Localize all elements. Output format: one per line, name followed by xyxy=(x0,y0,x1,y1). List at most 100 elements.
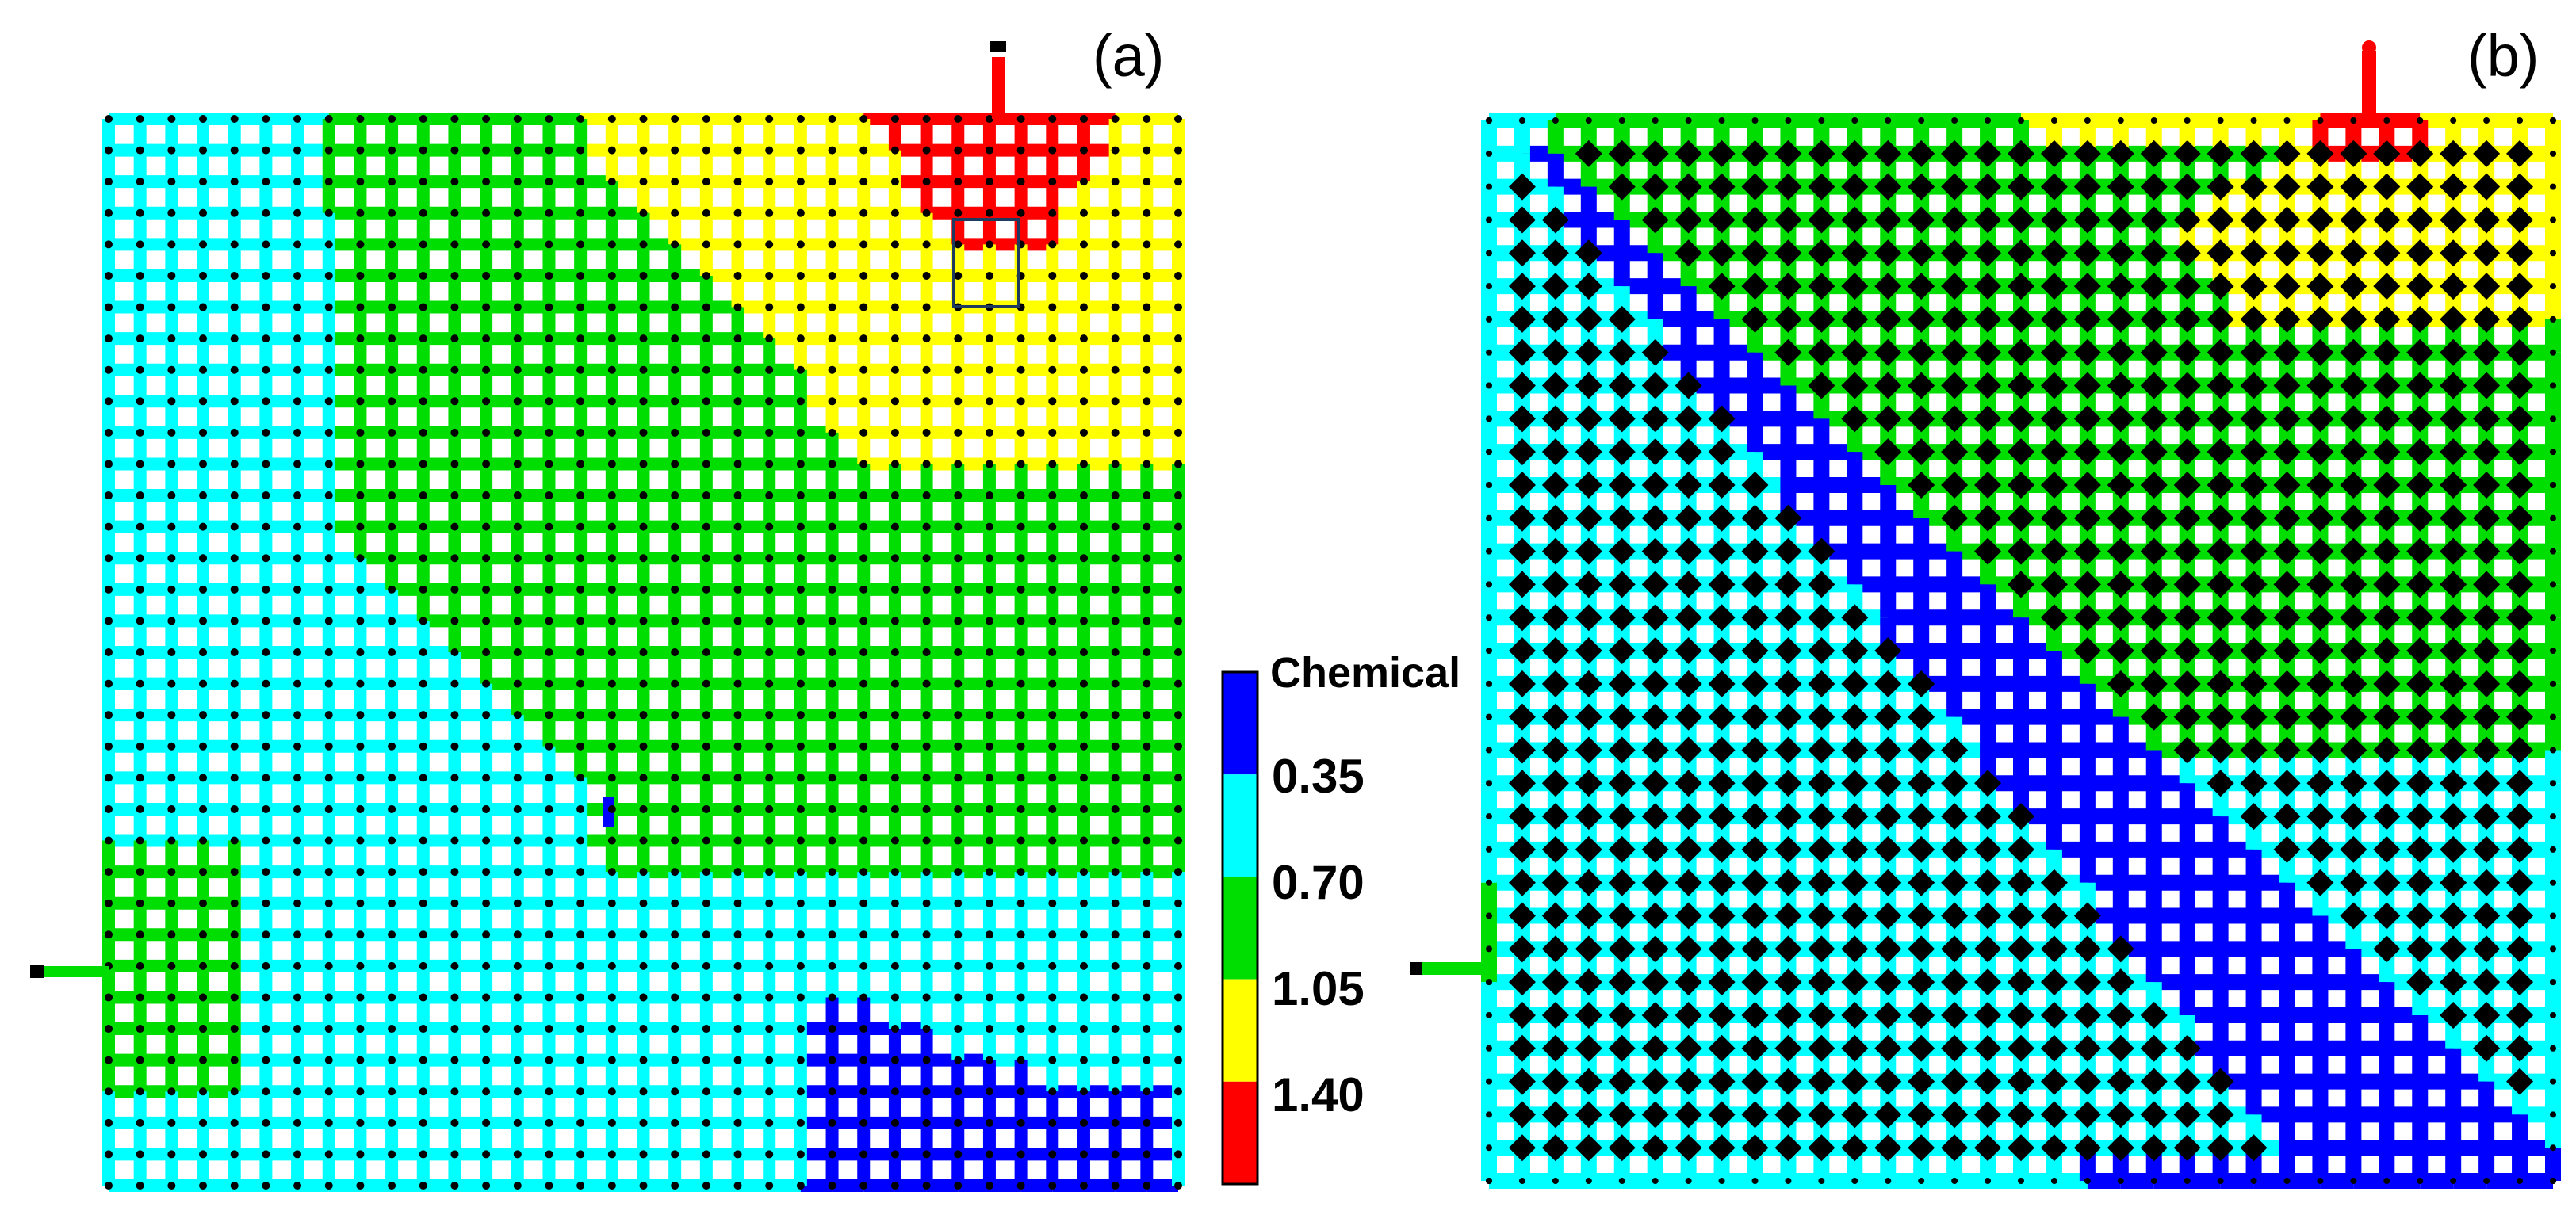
node xyxy=(1079,804,1088,813)
node xyxy=(419,930,427,939)
node xyxy=(890,774,899,782)
node xyxy=(1143,1150,1151,1159)
node xyxy=(671,899,679,907)
node xyxy=(1111,146,1120,155)
node xyxy=(1174,961,1182,970)
node xyxy=(1048,961,1057,970)
node xyxy=(356,679,365,688)
node xyxy=(859,804,868,813)
node xyxy=(985,961,993,970)
node xyxy=(671,334,679,343)
node xyxy=(136,208,144,217)
node xyxy=(639,365,648,374)
node xyxy=(199,742,208,751)
node xyxy=(985,208,993,217)
node xyxy=(356,1182,365,1190)
node xyxy=(607,208,616,217)
node xyxy=(954,930,963,939)
node xyxy=(105,742,113,751)
node xyxy=(324,303,333,311)
node xyxy=(890,428,899,437)
node xyxy=(576,774,585,782)
node xyxy=(388,836,396,845)
node xyxy=(1174,1056,1182,1064)
node xyxy=(324,648,333,656)
node xyxy=(985,240,993,249)
node xyxy=(513,774,522,782)
node xyxy=(954,711,963,720)
node xyxy=(954,522,963,531)
node xyxy=(954,240,963,249)
node xyxy=(1016,146,1025,155)
node xyxy=(1016,930,1025,939)
node xyxy=(1048,271,1057,280)
node xyxy=(702,711,710,720)
node xyxy=(796,428,805,437)
node xyxy=(482,868,491,877)
node xyxy=(545,115,553,123)
node xyxy=(482,428,491,437)
node xyxy=(922,993,931,1002)
node xyxy=(1016,648,1025,656)
node xyxy=(450,178,459,186)
node xyxy=(230,178,239,186)
node xyxy=(890,617,899,625)
node xyxy=(954,804,963,813)
node xyxy=(1174,240,1182,249)
node xyxy=(576,491,585,500)
node xyxy=(356,1118,365,1127)
node xyxy=(482,774,491,782)
node xyxy=(262,115,270,123)
node xyxy=(513,930,522,939)
node xyxy=(1143,742,1151,751)
node xyxy=(482,1056,491,1064)
node xyxy=(1016,397,1025,406)
node xyxy=(890,491,899,500)
node xyxy=(576,1118,585,1127)
node xyxy=(167,428,176,437)
node xyxy=(890,115,899,123)
node xyxy=(796,617,805,625)
node xyxy=(450,648,459,656)
node xyxy=(167,303,176,311)
node xyxy=(639,271,648,280)
node xyxy=(388,522,396,531)
node xyxy=(922,868,931,877)
node xyxy=(1079,585,1088,594)
node xyxy=(230,397,239,406)
node xyxy=(671,930,679,939)
node xyxy=(419,522,427,531)
node xyxy=(922,146,931,155)
node xyxy=(1174,930,1182,939)
node xyxy=(230,1150,239,1159)
node xyxy=(702,648,710,656)
node xyxy=(324,868,333,877)
node xyxy=(702,491,710,500)
node xyxy=(1048,585,1057,594)
node xyxy=(1048,522,1057,531)
node xyxy=(356,522,365,531)
node xyxy=(922,930,931,939)
node xyxy=(576,961,585,970)
node xyxy=(1079,868,1088,877)
node xyxy=(576,1182,585,1190)
node xyxy=(199,961,208,970)
node xyxy=(639,993,648,1002)
node xyxy=(545,397,553,406)
node xyxy=(859,240,868,249)
node xyxy=(1143,208,1151,217)
node xyxy=(890,585,899,594)
node xyxy=(230,208,239,217)
node xyxy=(450,491,459,500)
node xyxy=(293,115,302,123)
node xyxy=(828,554,836,563)
node xyxy=(419,1182,427,1190)
node xyxy=(388,271,396,280)
node xyxy=(293,774,302,782)
node xyxy=(1016,993,1025,1002)
node xyxy=(388,930,396,939)
node xyxy=(1111,930,1120,939)
node xyxy=(482,1087,491,1096)
node xyxy=(513,868,522,877)
node xyxy=(639,428,648,437)
